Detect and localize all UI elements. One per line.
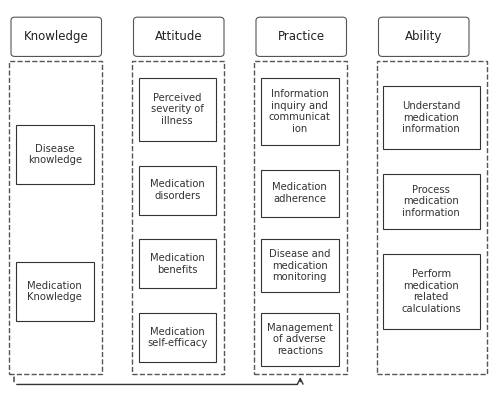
Text: Medication
disorders: Medication disorders (150, 180, 204, 201)
Text: Disease and
medication
monitoring: Disease and medication monitoring (269, 249, 330, 283)
Bar (16, 125, 94, 184)
Bar (382, 254, 480, 329)
Text: Attitude: Attitude (155, 30, 202, 43)
Bar (376, 61, 486, 374)
Bar (138, 313, 216, 362)
Bar (138, 166, 216, 215)
Bar (9, 61, 102, 374)
Bar (261, 170, 338, 217)
Text: Information
inquiry and
communicat
ion: Information inquiry and communicat ion (269, 89, 330, 134)
FancyBboxPatch shape (11, 17, 102, 56)
Text: Medication
Knowledge: Medication Knowledge (28, 281, 82, 302)
Bar (382, 86, 480, 149)
Bar (382, 174, 480, 229)
Text: Management
of adverse
reactions: Management of adverse reactions (267, 323, 332, 356)
FancyBboxPatch shape (256, 17, 346, 56)
Text: Medication
adherence: Medication adherence (272, 182, 327, 204)
Text: Understand
medication
information: Understand medication information (402, 101, 460, 134)
Bar (261, 313, 338, 366)
Text: Medication
benefits: Medication benefits (150, 253, 204, 274)
FancyBboxPatch shape (134, 17, 224, 56)
Bar (261, 78, 338, 145)
Bar (138, 78, 216, 141)
Bar (132, 61, 224, 374)
FancyBboxPatch shape (378, 17, 469, 56)
Bar (16, 262, 94, 321)
Text: Ability: Ability (405, 30, 442, 43)
Text: Disease
knowledge: Disease knowledge (28, 144, 82, 165)
Text: Perceived
severity of
illness: Perceived severity of illness (151, 93, 204, 126)
Bar (254, 61, 346, 374)
Text: Perform
medication
related
calculations: Perform medication related calculations (402, 269, 461, 314)
Text: Practice: Practice (278, 30, 325, 43)
Text: Knowledge: Knowledge (24, 30, 88, 43)
Bar (138, 239, 216, 288)
Text: Medication
self-efficacy: Medication self-efficacy (147, 327, 208, 348)
Bar (261, 239, 338, 292)
Text: Process
medication
information: Process medication information (402, 185, 460, 218)
